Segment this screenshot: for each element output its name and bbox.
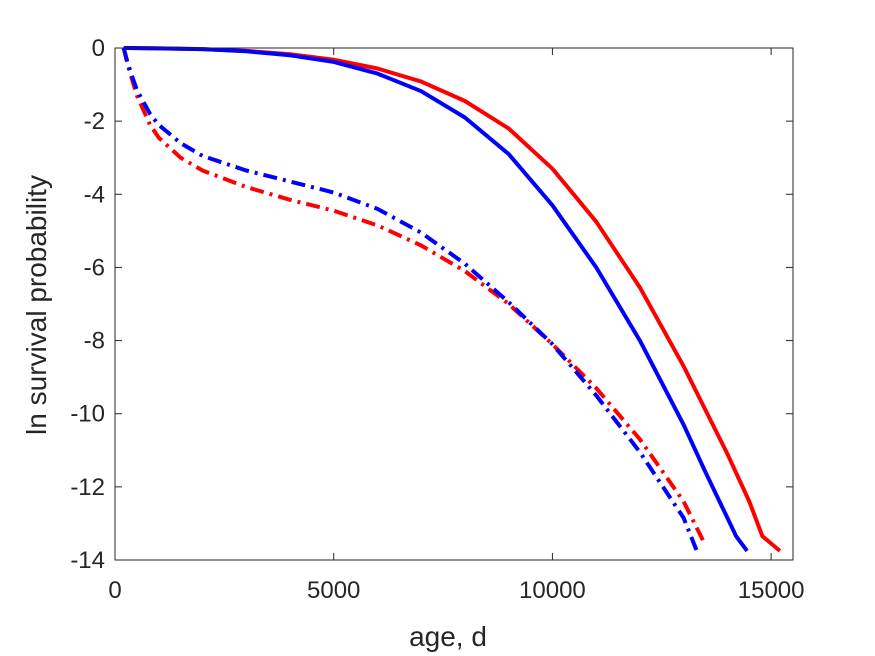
x-tick-label: 10000 xyxy=(519,577,586,604)
x-axis-label: age, d xyxy=(409,621,487,652)
axes-layer: 0 5000 10000 15000 0 -2 -4 -6 -8 -10 -12 -14 xyxy=(70,35,804,604)
plot-background xyxy=(115,48,793,560)
y-tick-label: -6 xyxy=(84,254,105,281)
x-tick-label: 5000 xyxy=(307,577,360,604)
y-tick-label: -10 xyxy=(70,401,105,428)
plot-area xyxy=(115,48,793,560)
x-tick-label: 15000 xyxy=(738,577,805,604)
series-line-2 xyxy=(123,46,749,553)
y-axis-label: ln survival probability xyxy=(21,175,52,435)
y-tick-label: -4 xyxy=(84,181,105,208)
y-tick-label: -8 xyxy=(84,328,105,355)
y-tick-label: -12 xyxy=(70,474,105,501)
series-line-3 xyxy=(121,47,708,547)
y-tick-label: 0 xyxy=(92,35,105,62)
y-tick-label: -2 xyxy=(84,108,105,135)
x-tick-label: 0 xyxy=(108,577,121,604)
series-layer xyxy=(121,46,782,553)
axes-box xyxy=(114,47,794,561)
y-tick-label: -14 xyxy=(70,547,105,574)
series-line-4 xyxy=(121,47,699,552)
